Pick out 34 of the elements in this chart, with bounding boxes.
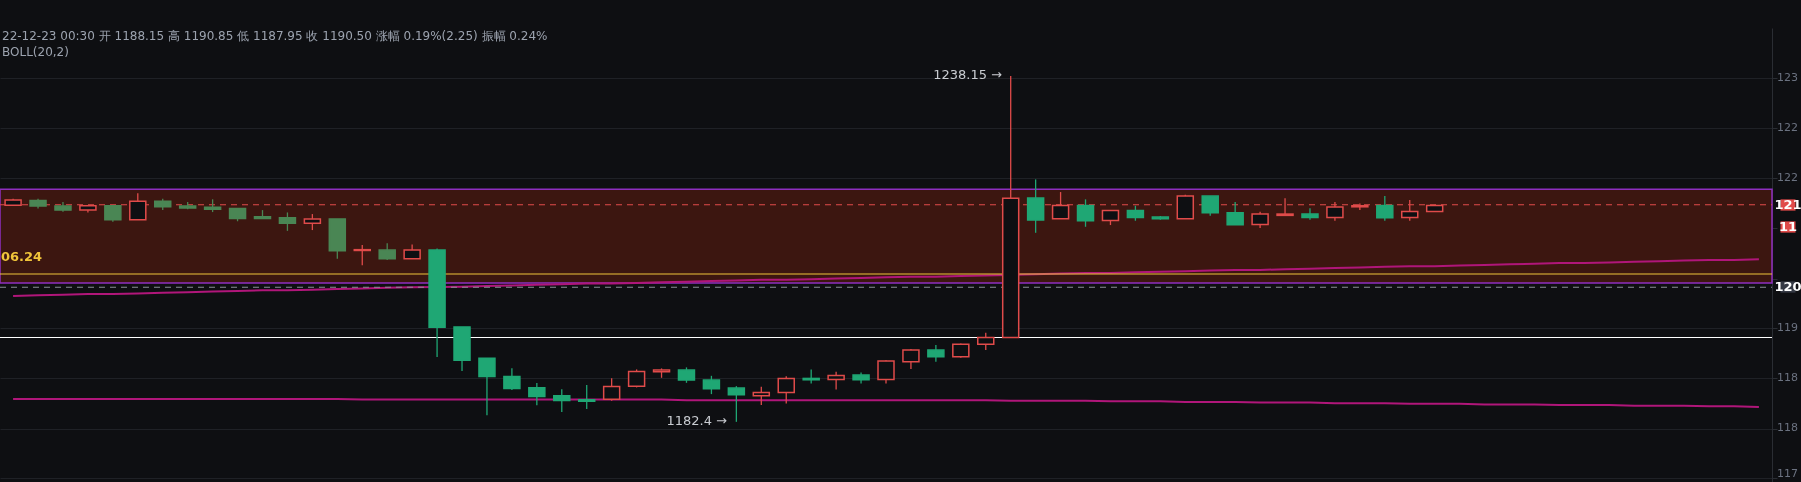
candlestick (1201, 195, 1219, 217)
annotation: 1182.4 → (666, 413, 728, 428)
text: 122 (1777, 121, 1798, 134)
candlestick (503, 367, 521, 391)
candlestick (1176, 194, 1195, 220)
text: 118 (1777, 421, 1798, 434)
candlestick (877, 359, 895, 385)
text: 123 (1777, 71, 1798, 84)
text: 117 (1777, 467, 1798, 480)
candlestick (777, 375, 795, 405)
candlestick (478, 357, 496, 416)
annotation: 06.24 (1, 249, 43, 264)
text: 119 (1777, 321, 1798, 334)
annotation: 1238.15 → (933, 67, 1003, 82)
candlestick (1376, 195, 1394, 222)
chart-title: 22-12-23 00:30 开 1188.15 高 1190.85 低 1187.95 收 1190.50 涨幅 0.19%(2.25) 振幅 0.24% (2, 29, 548, 43)
candlestick (278, 211, 297, 232)
candlestick (577, 384, 596, 410)
candlestick (1226, 201, 1244, 226)
candlestick (702, 375, 721, 395)
candlestick (727, 385, 746, 423)
candlestick (1026, 178, 1045, 234)
text: 120 (1774, 279, 1801, 294)
candlestick (602, 377, 621, 402)
candlestick (902, 348, 920, 370)
text: 118 (1777, 371, 1798, 384)
candlestick (528, 382, 546, 406)
candlestick (1076, 198, 1095, 228)
candlestick (553, 388, 571, 413)
candlestick (752, 386, 771, 406)
candlestick (827, 371, 845, 391)
text: BOLL(20,2) (2, 45, 69, 59)
text: 122 (1777, 171, 1798, 184)
candlestick (1301, 207, 1319, 221)
